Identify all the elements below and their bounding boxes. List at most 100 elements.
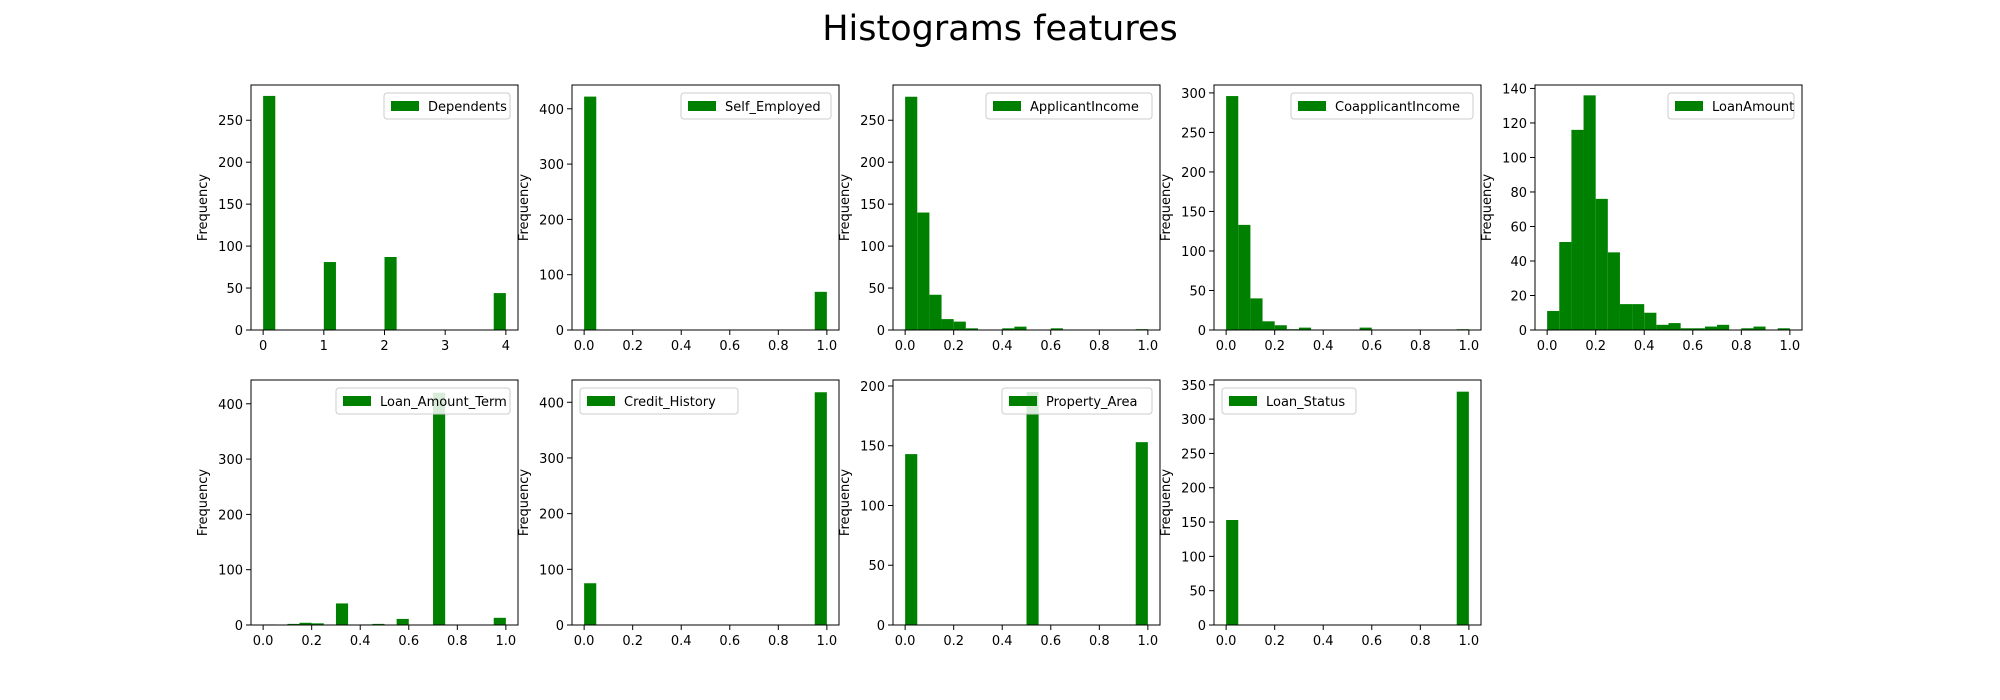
- x-tick-label: 0.8: [768, 339, 789, 354]
- x-tick-label: 0.0: [574, 634, 595, 649]
- x-tick-label: 0.0: [574, 339, 595, 354]
- y-tick-label: 80: [1510, 186, 1527, 201]
- x-tick-label: 0.0: [895, 634, 916, 649]
- x-tick-label: 0.6: [1040, 634, 1061, 649]
- y-tick-label: 300: [1181, 413, 1206, 428]
- histogram-bar: [1669, 323, 1681, 330]
- histogram-bar: [336, 603, 348, 625]
- legend: LoanAmount: [1668, 93, 1794, 119]
- y-tick-label: 300: [218, 453, 243, 468]
- legend-label: CoapplicantIncome: [1335, 100, 1460, 115]
- x-tick-label: 0.4: [671, 339, 692, 354]
- histogram-bar: [1275, 325, 1287, 330]
- x-tick-label: 0.4: [1634, 339, 1655, 354]
- legend-label: Loan_Status: [1266, 395, 1345, 410]
- histogram-bar: [1226, 96, 1238, 330]
- histogram-bar: [324, 262, 336, 330]
- histogram-bar: [1136, 442, 1148, 625]
- x-tick-label: 0.8: [447, 634, 468, 649]
- y-axis-label: Frequency: [196, 469, 211, 536]
- x-tick-label: 0.4: [350, 634, 371, 649]
- subplot-loan-status: 0.0 0.2 0.4 0.6 0.8 1.0050100150200250300350F…: [1159, 379, 1481, 649]
- legend: Credit_History: [580, 388, 738, 414]
- x-tick-label: 0.2: [301, 634, 322, 649]
- x-tick-label: 0.6: [1361, 339, 1382, 354]
- x-tick-label: 1.0: [817, 339, 838, 354]
- legend-swatch: [1229, 396, 1257, 406]
- x-tick-label: 0.2: [943, 339, 964, 354]
- subplot-dependents: 0 1 2 3 4 0 50 100 150 200 250 Frequency Dependents: [196, 85, 518, 354]
- y-axis-label: Frequency: [196, 174, 211, 241]
- histogram-bar: [1014, 327, 1026, 330]
- x-tick-label: 0.8: [768, 634, 789, 649]
- histogram-bar: [1250, 298, 1262, 330]
- histogram-bar: [494, 293, 506, 330]
- x-tick-label: 0.4: [992, 339, 1013, 354]
- y-axis-label: Frequency: [517, 174, 532, 241]
- y-tick-label: 200: [1181, 166, 1206, 181]
- y-tick-label: 250: [1181, 126, 1206, 141]
- histogram-bar: [905, 454, 917, 625]
- histogram-bar: [954, 322, 966, 330]
- x-tick-label: 4: [502, 339, 510, 354]
- y-tick-label: 200: [1181, 482, 1206, 497]
- legend: Self_Employed: [681, 93, 831, 119]
- y-tick-label: 150: [860, 440, 885, 455]
- x-tick-label: 0.8: [1089, 634, 1110, 649]
- x-tick-label: 0.6: [1040, 339, 1061, 354]
- y-tick-label: 150: [218, 198, 243, 213]
- x-tick-label: 0.0: [1537, 339, 1558, 354]
- histogram-bar: [1571, 130, 1583, 330]
- subplot-applicantincome: 0.0 0.2 0.4 0.6 0.8 1.0050100150200250Frequen…: [838, 85, 1160, 354]
- legend: Loan_Amount_Term: [336, 388, 510, 414]
- legend-label: Property_Area: [1046, 395, 1137, 410]
- histogram-bar: [1753, 327, 1765, 330]
- x-tick-label: 0.8: [1410, 634, 1431, 649]
- histogram-bar: [942, 319, 954, 330]
- histogram-bar: [1547, 311, 1559, 330]
- legend: Property_Area: [1002, 388, 1152, 414]
- histogram-bar: [1705, 327, 1717, 330]
- histogram-bar: [1608, 252, 1620, 330]
- x-tick-label: 0.4: [992, 634, 1013, 649]
- x-tick-label: 0.4: [1313, 634, 1334, 649]
- x-tick-label: 0.6: [719, 634, 740, 649]
- y-tick-label: 100: [860, 240, 885, 255]
- x-tick-label: 0.6: [1361, 634, 1382, 649]
- legend-swatch: [1298, 101, 1326, 111]
- x-tick-label: 1.0: [817, 634, 838, 649]
- x-tick-label: 0.8: [1089, 339, 1110, 354]
- axes-frame: [251, 380, 518, 625]
- legend-swatch: [1675, 101, 1703, 111]
- x-tick-label: 0.0: [1216, 634, 1237, 649]
- histogram-bar: [1263, 321, 1275, 330]
- y-tick-label: 400: [539, 103, 564, 118]
- y-tick-label: 50: [1189, 585, 1206, 600]
- axes-frame: [572, 380, 839, 625]
- y-tick-label: 120: [1502, 117, 1527, 132]
- legend-swatch: [587, 396, 615, 406]
- histogram-bar: [815, 292, 827, 330]
- y-tick-label: 0: [556, 619, 564, 634]
- y-tick-label: 100: [539, 269, 564, 284]
- y-tick-label: 200: [218, 156, 243, 171]
- subplot-loan-amount-term: 0.0 0.2 0.4 0.6 0.8 1.00100200300400Frequency…: [196, 380, 518, 649]
- histogram-bar: [1596, 199, 1608, 330]
- histogram-bar: [1644, 313, 1656, 330]
- y-tick-label: 50: [1189, 284, 1206, 299]
- y-tick-label: 200: [860, 380, 885, 395]
- x-tick-label: 0.2: [1264, 634, 1285, 649]
- histogram-bar: [1620, 304, 1632, 330]
- histogram-bar: [1559, 242, 1571, 330]
- y-tick-label: 150: [860, 198, 885, 213]
- y-tick-label: 100: [218, 240, 243, 255]
- axes-frame: [1214, 85, 1481, 330]
- x-tick-label: 0.0: [895, 339, 916, 354]
- x-tick-label: 0.2: [1264, 339, 1285, 354]
- subplot-coapplicantincome: 0.0 0.2 0.4 0.6 0.8 1.0 0 50 100 150 200 250 300 Freq…: [1159, 85, 1481, 354]
- histogram-bar: [385, 257, 397, 330]
- subplot-credit-history: 0.0 0.2 0.4 0.6 0.8 1.00100200300400Frequency…: [517, 380, 839, 649]
- legend-swatch: [993, 101, 1021, 111]
- histogram-bar: [584, 583, 596, 625]
- x-tick-label: 1: [320, 339, 328, 354]
